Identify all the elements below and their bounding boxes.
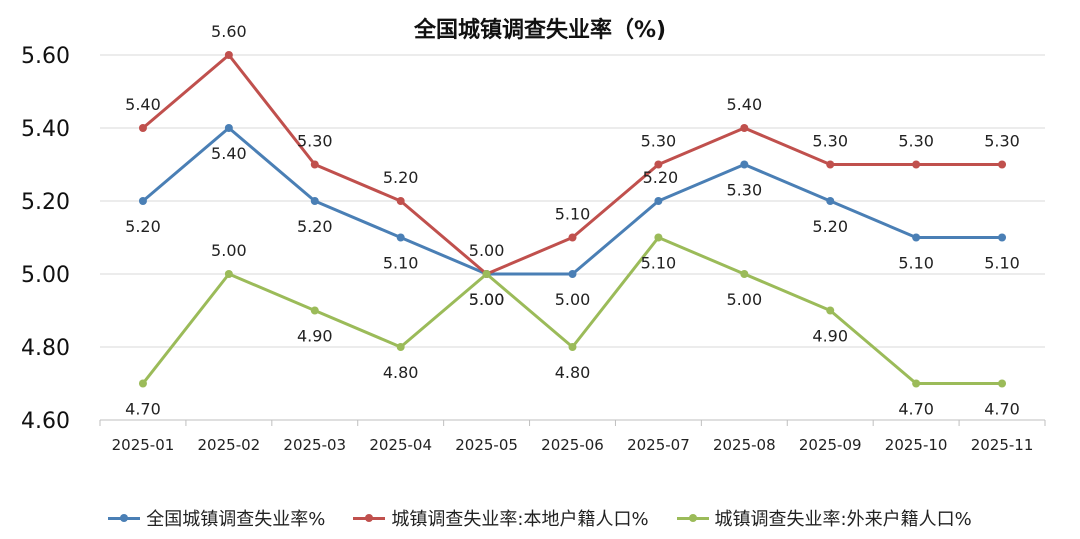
- data-label: 5.30: [297, 132, 333, 151]
- y-tick-label: 4.80: [21, 336, 70, 361]
- data-point: [138, 124, 147, 132]
- data-point: [224, 51, 233, 59]
- data-label: 5.60: [211, 22, 247, 41]
- chart-legend: 全国城镇调查失业率% 城镇调查失业率:本地户籍人口% 城镇调查失业率:外来户籍人口%: [0, 503, 1080, 533]
- data-label: 5.30: [641, 132, 677, 151]
- data-point: [396, 343, 405, 351]
- data-label: 5.30: [727, 181, 763, 200]
- data-point: [568, 270, 577, 278]
- y-tick-label: 5.20: [21, 190, 70, 215]
- data-point: [396, 233, 405, 242]
- data-point: [568, 233, 577, 242]
- data-point: [310, 197, 319, 205]
- data-point: [568, 343, 577, 351]
- data-label: 5.20: [297, 217, 333, 236]
- data-label: 5.20: [383, 168, 419, 187]
- data-label: 5.10: [984, 254, 1020, 273]
- y-tick-label: 5.00: [21, 263, 70, 288]
- data-label: 5.40: [211, 144, 247, 163]
- data-label: 4.70: [125, 400, 161, 419]
- legend-item: 城镇调查失业率:本地户籍人口%: [353, 505, 649, 531]
- data-point: [740, 160, 749, 169]
- data-label: 5.20: [125, 217, 161, 236]
- data-label: 5.30: [812, 132, 848, 151]
- data-label: 5.10: [898, 254, 934, 273]
- data-point: [396, 197, 405, 205]
- data-label: 5.00: [469, 290, 505, 309]
- data-label: 4.90: [297, 327, 333, 346]
- data-label: 5.30: [898, 132, 934, 151]
- data-point: [138, 197, 147, 205]
- data-point: [310, 160, 319, 169]
- chart-title: 全国城镇调查失业率（%): [413, 18, 667, 43]
- data-point: [224, 270, 233, 278]
- legend-swatch: [108, 512, 141, 524]
- data-label: 5.00: [211, 241, 247, 260]
- data-point: [740, 270, 749, 278]
- data-label: 5.00: [555, 290, 591, 309]
- data-label: 4.80: [555, 363, 591, 382]
- data-point: [998, 233, 1007, 242]
- x-tick-label: 2025-08: [713, 436, 776, 454]
- x-tick-label: 2025-02: [198, 436, 261, 454]
- legend-label: 全国城镇调查失业率%: [146, 509, 326, 530]
- data-label: 5.40: [125, 95, 161, 114]
- data-point: [740, 124, 749, 132]
- y-tick-label: 4.60: [21, 409, 70, 434]
- data-point: [912, 379, 921, 388]
- data-label: 5.40: [727, 95, 763, 114]
- data-label: 4.70: [898, 400, 934, 419]
- legend-swatch: [676, 512, 709, 524]
- data-label: 5.00: [469, 290, 505, 309]
- data-label: 4.80: [383, 363, 419, 382]
- series-line-3: [141, 236, 1003, 385]
- legend-item: 全国城镇调查失业率%: [108, 505, 325, 531]
- x-tick-label: 2025-07: [627, 436, 690, 454]
- x-tick-label: 2025-09: [799, 436, 862, 454]
- data-label: 4.70: [984, 400, 1020, 419]
- data-point: [826, 160, 835, 169]
- legend-label: 城镇调查失业率:外来户籍人口%: [714, 509, 972, 530]
- data-label: 5.10: [641, 254, 677, 273]
- data-label: 5.00: [469, 241, 505, 260]
- data-point: [826, 197, 835, 205]
- data-point: [998, 160, 1007, 169]
- data-point: [224, 124, 233, 132]
- data-point: [654, 160, 663, 169]
- x-tick-label: 2025-11: [971, 436, 1034, 454]
- y-tick-label: 5.40: [21, 117, 70, 142]
- line-chart: 4.60 4.80 5.00 5.20 5.40 5.60 2025-01 2025-02 20…: [21, 22, 1046, 454]
- data-point: [310, 306, 319, 315]
- data-point: [998, 379, 1007, 388]
- data-point: [482, 270, 491, 278]
- x-tick-label: 2025-10: [885, 436, 948, 454]
- x-tick-label: 2025-04: [369, 436, 432, 454]
- data-label: 5.10: [383, 254, 419, 273]
- x-tick-label: 2025-01: [112, 436, 175, 454]
- data-label: 5.10: [555, 205, 591, 224]
- data-point: [654, 197, 663, 205]
- legend-label: 城镇调查失业率:本地户籍人口%: [391, 509, 649, 530]
- data-label: 5.20: [812, 217, 848, 236]
- legend-swatch: [353, 512, 386, 524]
- data-label: 5.00: [727, 290, 763, 309]
- x-tick-label: 2025-03: [283, 436, 346, 454]
- data-label: 5.20: [643, 168, 679, 187]
- data-point: [138, 379, 147, 388]
- data-point: [912, 233, 921, 242]
- x-tick-label: 2025-06: [541, 436, 604, 454]
- data-label: 4.90: [812, 327, 848, 346]
- data-label: 5.30: [984, 132, 1020, 151]
- data-point: [654, 233, 663, 242]
- legend-item: 城镇调查失业率:外来户籍人口%: [676, 505, 972, 531]
- data-point: [912, 160, 921, 169]
- data-point: [826, 306, 835, 315]
- y-tick-label: 5.60: [21, 44, 70, 69]
- x-tick-label: 2025-05: [455, 436, 518, 454]
